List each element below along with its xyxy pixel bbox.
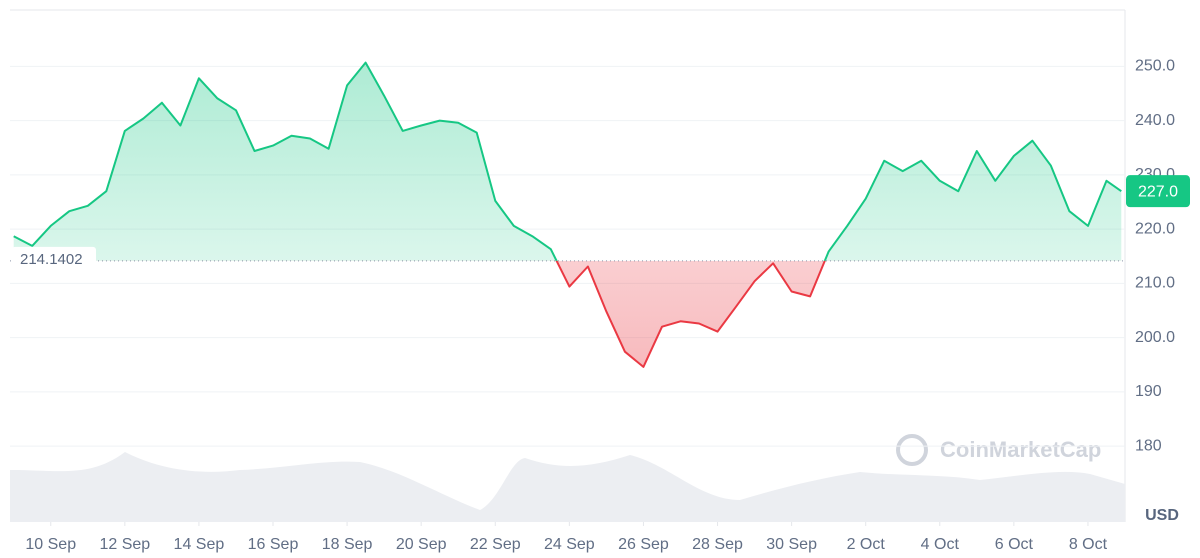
x-tick-label: 24 Sep <box>544 536 595 553</box>
y-tick-label: 190 <box>1135 383 1162 400</box>
x-tick-label: 14 Sep <box>174 536 225 553</box>
watermark-text: CoinMarketCap <box>940 437 1101 462</box>
x-tick-label: 20 Sep <box>396 536 447 553</box>
x-tick-label: 22 Sep <box>470 536 521 553</box>
price-line <box>555 260 826 368</box>
last-price-label: 227.0 <box>1138 183 1178 200</box>
x-tick-label: 4 Oct <box>921 536 960 553</box>
currency-label: USD <box>1145 507 1179 524</box>
baseline-label: 214.1402 <box>20 251 83 268</box>
price-area <box>13 62 1122 261</box>
price-line <box>13 61 1122 261</box>
y-tick-label: 220.0 <box>1135 220 1175 237</box>
x-tick-label: 26 Sep <box>618 536 669 553</box>
x-tick-label: 10 Sep <box>25 536 76 553</box>
x-tick-label: 18 Sep <box>322 536 373 553</box>
logo <box>896 434 928 466</box>
y-tick-label: 180 <box>1135 437 1162 454</box>
watermark: CoinMarketCap <box>896 434 1101 466</box>
y-tick-label: 250.0 <box>1135 58 1175 75</box>
volume-area <box>10 452 1125 522</box>
x-tick-label: 16 Sep <box>248 536 299 553</box>
x-tick-label: 12 Sep <box>99 536 150 553</box>
x-tick-label: 6 Oct <box>995 536 1034 553</box>
y-tick-label: 200.0 <box>1135 329 1175 346</box>
baseline-tag <box>12 246 96 271</box>
x-tick-label: 8 Oct <box>1069 536 1108 553</box>
y-tick-label: 210.0 <box>1135 275 1175 292</box>
y-tick-label: 240.0 <box>1135 112 1175 129</box>
x-tick-label: 2 Oct <box>847 536 886 553</box>
x-tick-label: 30 Sep <box>766 536 817 553</box>
x-tick-label: 28 Sep <box>692 536 743 553</box>
last-price-tag <box>1126 175 1190 208</box>
